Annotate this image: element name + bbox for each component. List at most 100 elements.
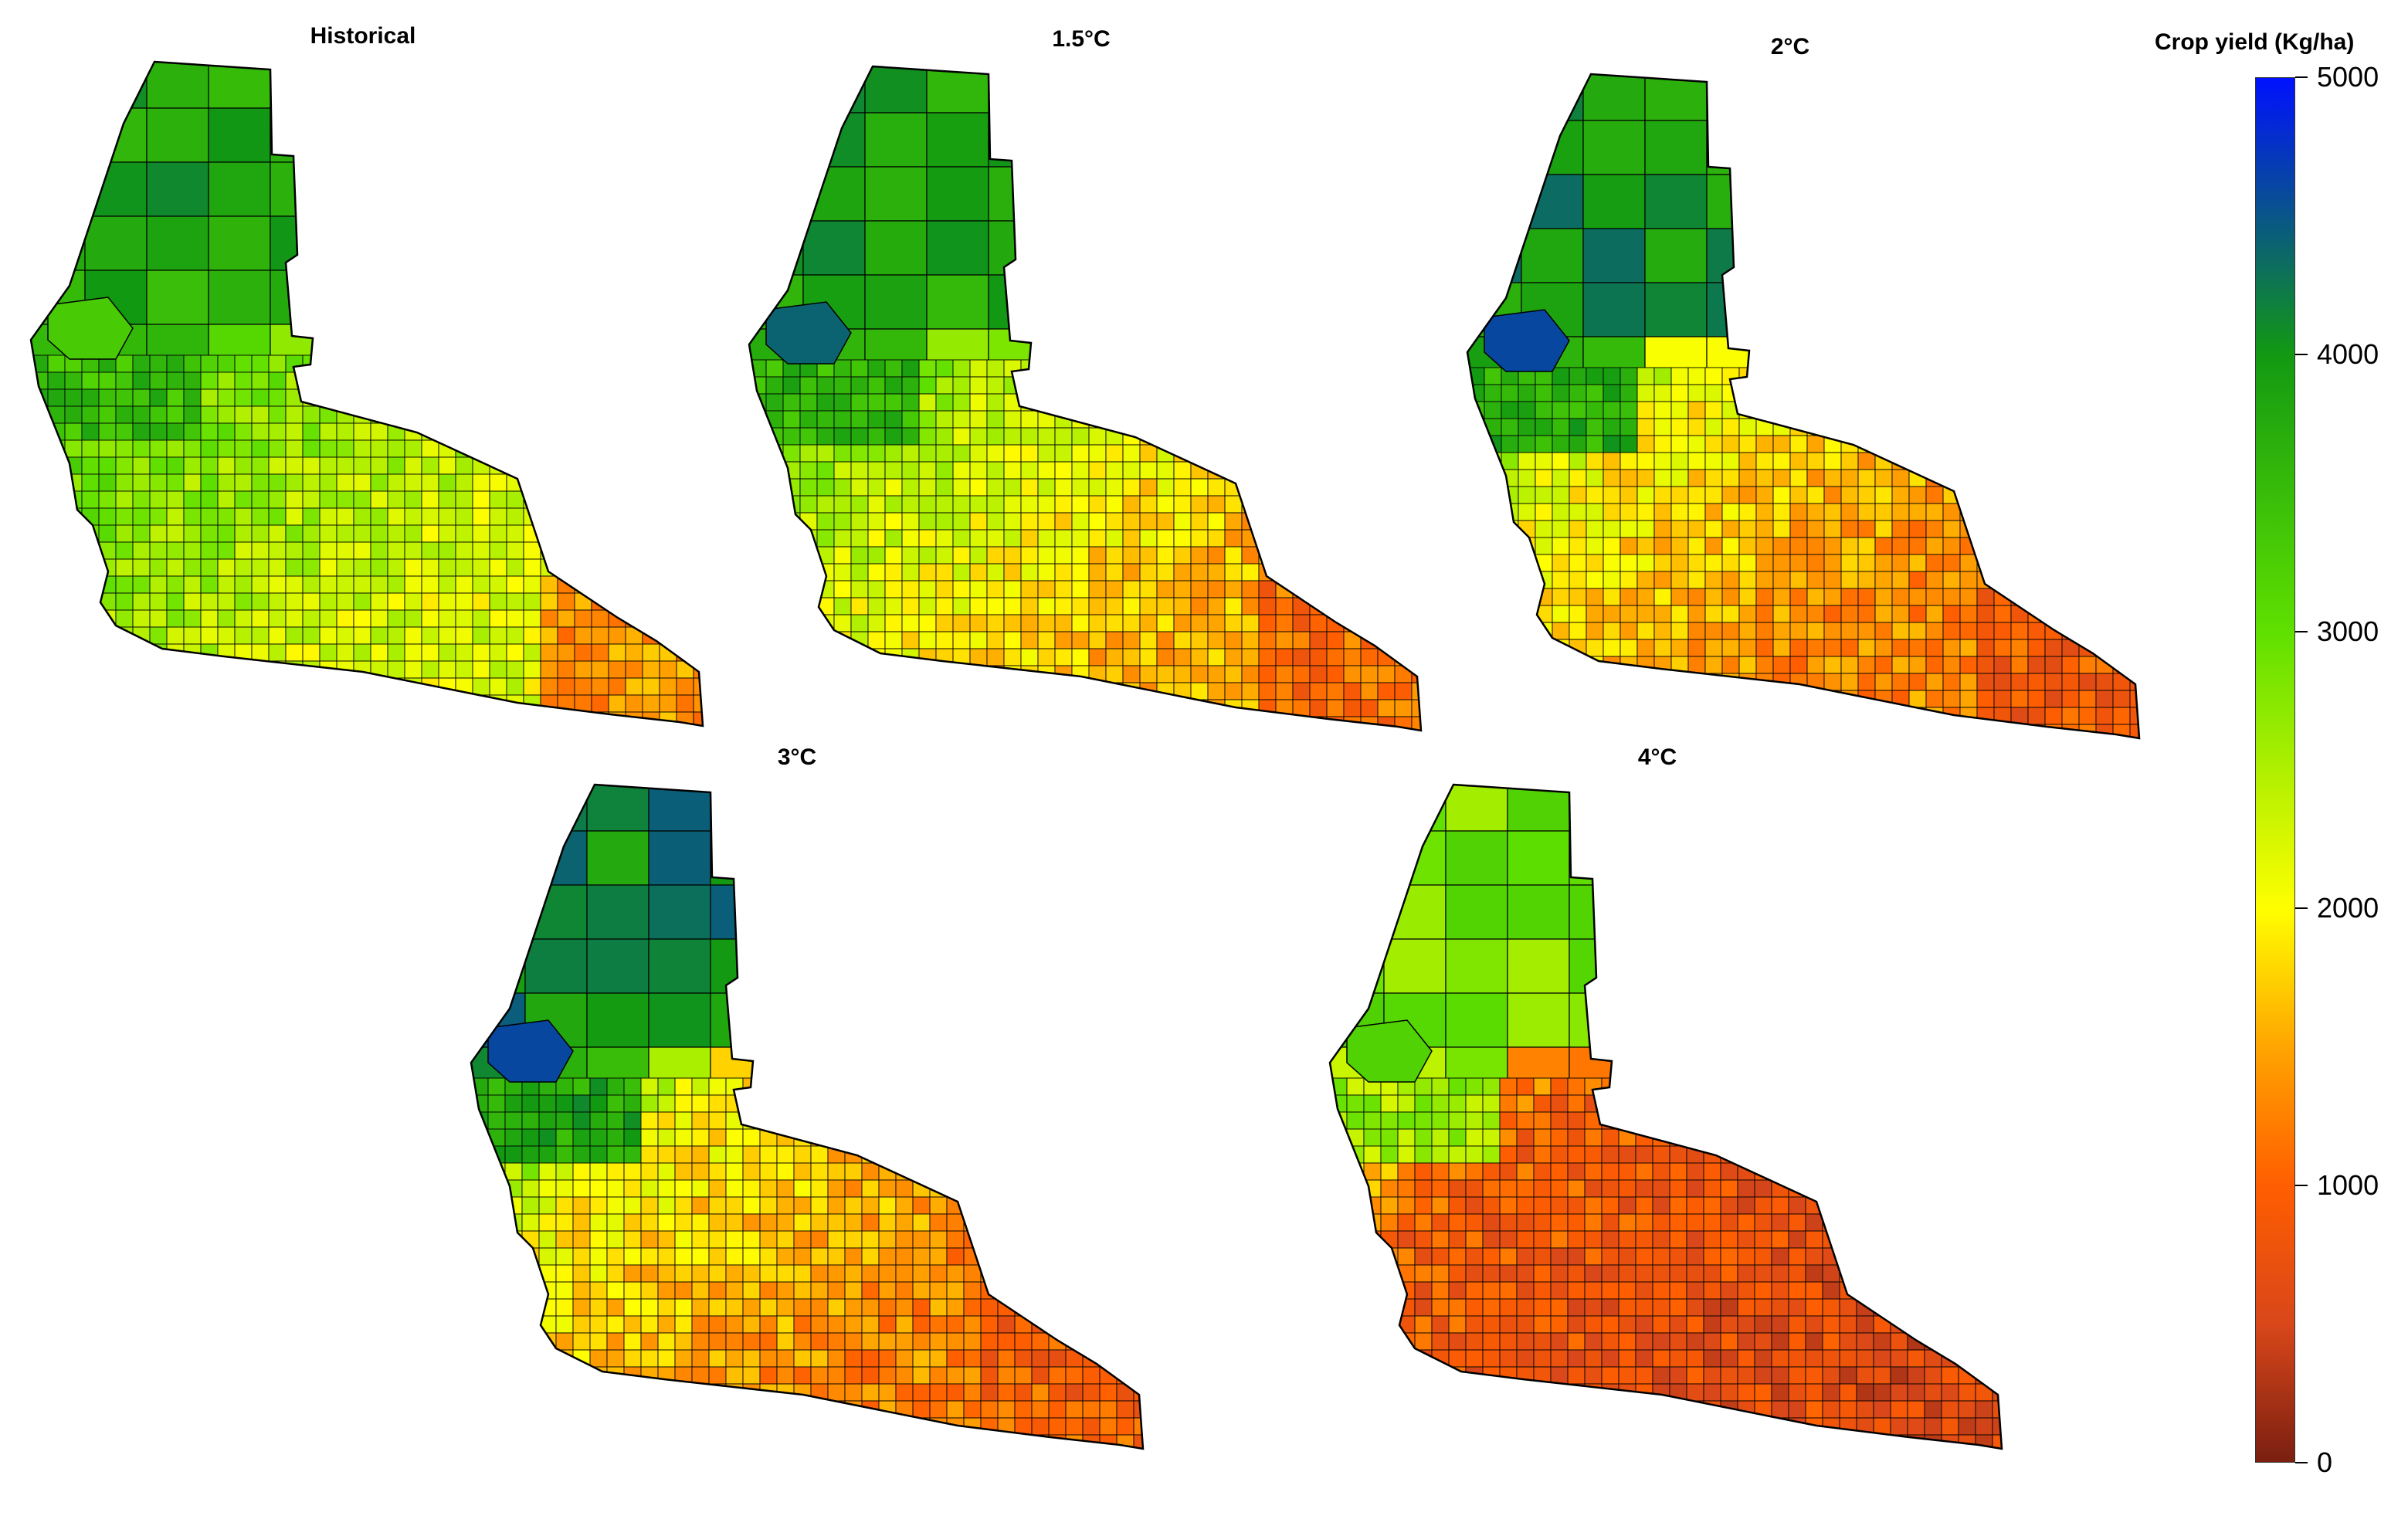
municipality-cell — [1703, 1179, 1721, 1198]
municipality-cell — [1635, 1400, 1653, 1419]
municipality-cell — [1873, 1179, 1891, 1198]
municipality-cell — [1686, 1230, 1704, 1249]
municipality-cell — [1414, 1417, 1433, 1436]
municipality-cell — [1839, 1281, 1857, 1300]
municipality-cell — [1601, 1264, 1619, 1283]
municipality-cell — [1873, 1145, 1891, 1164]
municipality-cell — [1431, 1213, 1450, 1232]
municipality-cell — [1737, 1383, 1755, 1402]
municipality-cell — [1601, 1094, 1619, 1113]
municipality-cell — [1805, 1349, 1823, 1368]
municipality-cell — [1567, 1315, 1586, 1334]
municipality-cell — [1873, 1128, 1891, 1147]
municipality-cell — [1737, 1179, 1755, 1198]
municipality-cell — [1720, 1349, 1738, 1368]
municipality-cell — [1499, 1196, 1518, 1215]
municipality-cell — [1431, 1179, 1450, 1198]
municipality-cell — [1924, 1196, 1942, 1215]
municipality-cell — [1431, 1264, 1450, 1283]
municipality-cell — [1788, 1400, 1806, 1419]
municipality-cell — [1567, 1247, 1586, 1266]
municipality-cell — [1924, 1077, 1942, 1096]
municipality-cell — [1652, 1400, 1670, 1419]
municipality-cell — [1737, 1094, 1755, 1113]
municipality-cell — [1772, 1452, 1789, 1469]
municipality-cell — [1890, 1264, 1908, 1283]
district-cell — [1445, 938, 1508, 994]
district-cell — [1445, 992, 1508, 1048]
municipality-cell — [1499, 1383, 1518, 1402]
municipality-cell — [1380, 1315, 1399, 1334]
municipality-cell — [1907, 1366, 1925, 1385]
municipality-cell — [1737, 1366, 1755, 1385]
municipality-cell — [1992, 1400, 2002, 1419]
municipality-cell — [1924, 1349, 1942, 1368]
district-cell — [1330, 785, 1385, 832]
municipality-cell — [1330, 1213, 1348, 1232]
municipality-cell — [1669, 1213, 1687, 1232]
municipality-cell — [1788, 1349, 1806, 1368]
district-cell — [1507, 938, 1570, 994]
district-cell — [1445, 830, 1508, 886]
municipality-cell — [1788, 1128, 1806, 1147]
municipality-cell — [1975, 1230, 1993, 1249]
municipality-cell — [1805, 1247, 1823, 1266]
municipality-cell — [1431, 1196, 1450, 1215]
municipality-cell — [1992, 1332, 2002, 1351]
municipality-cell — [1431, 1434, 1450, 1449]
municipality-cell — [1890, 1213, 1908, 1232]
municipality-cell — [1499, 1179, 1518, 1198]
municipality-cell — [1567, 1417, 1586, 1436]
municipality-cell — [1483, 1452, 1500, 1469]
municipality-cell — [1771, 1230, 1789, 1249]
municipality-cell — [1618, 1094, 1636, 1113]
municipality-cell — [1516, 1213, 1535, 1232]
municipality-cell — [1856, 1247, 1874, 1266]
municipality-cell — [1567, 1213, 1586, 1232]
municipality-cell — [1618, 1400, 1636, 1419]
municipality-cell — [1805, 1145, 1823, 1164]
municipality-cell — [1890, 1162, 1908, 1181]
municipality-cell — [1482, 1162, 1501, 1181]
municipality-cell — [1465, 1247, 1484, 1266]
municipality-cell — [1431, 1417, 1450, 1436]
municipality-cell — [1958, 1196, 1976, 1215]
municipality-cell — [1516, 1196, 1535, 1215]
district-cell — [1569, 785, 1632, 832]
municipality-cell — [1771, 1315, 1789, 1334]
municipality-cell — [1975, 1315, 1993, 1334]
municipality-cell — [1330, 1332, 1348, 1351]
municipality-cell — [1380, 1349, 1399, 1368]
municipality-cell — [1890, 1281, 1908, 1300]
municipality-cell — [1975, 1264, 1993, 1283]
municipality-cell — [1839, 1213, 1857, 1232]
municipality-cell — [1414, 1213, 1433, 1232]
district-cell — [648, 884, 711, 940]
district-cell — [1445, 884, 1508, 940]
municipality-cell — [1669, 1230, 1687, 1249]
municipality-cell — [1924, 1298, 1942, 1317]
district-cell — [802, 220, 866, 276]
municipality-cell — [1635, 1366, 1653, 1385]
municipality-cell — [1720, 1111, 1738, 1130]
municipality-cell — [1346, 1162, 1365, 1181]
municipality-cell — [1346, 1196, 1365, 1215]
municipality-cell — [1907, 1383, 1925, 1402]
municipality-cell — [1550, 1230, 1569, 1249]
municipality-cell — [1754, 1247, 1772, 1266]
municipality-cell — [1584, 1400, 1603, 1419]
municipality-cell — [1890, 1349, 1908, 1368]
municipality-cell — [1771, 1298, 1789, 1317]
municipality-cell — [1448, 1281, 1467, 1300]
municipality-cell — [1771, 1264, 1789, 1283]
district-cell — [1507, 884, 1570, 940]
municipality-cell — [1941, 1077, 1959, 1096]
district-cell — [1582, 228, 1646, 283]
municipality-cell — [1330, 1366, 1348, 1385]
municipality-cell — [1720, 1417, 1738, 1436]
municipality-cell — [1380, 1128, 1399, 1147]
municipality-cell — [1652, 1434, 1670, 1449]
municipality-cell — [1788, 1213, 1806, 1232]
municipality-cell — [1584, 1417, 1603, 1436]
municipality-cell — [1397, 1213, 1416, 1232]
